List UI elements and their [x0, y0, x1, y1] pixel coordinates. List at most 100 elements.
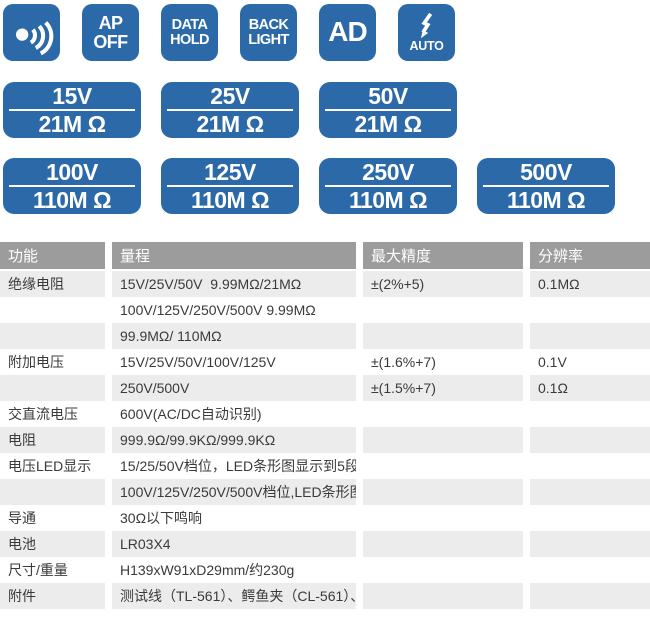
resistance-label: 110M Ω [506, 187, 586, 213]
divider [9, 109, 135, 111]
cell-function: 交直流电压 [0, 401, 105, 427]
table-row: 99.9MΩ/ 110MΩ [0, 323, 650, 349]
cell-accuracy: ±(1.5%+7) [363, 375, 523, 401]
cell-resolution: 0.1Ω [530, 375, 650, 401]
cell-resolution [530, 401, 650, 427]
cell-range: 15V/25V/50V/100V/125V [112, 349, 356, 375]
cell-accuracy [363, 531, 523, 557]
data-hold-label-1: DATA [171, 16, 208, 33]
table-row: 电压LED显示 15/25/50V档位，LED条形图显示到5段 [0, 453, 650, 479]
cell-resolution [530, 427, 650, 453]
table-row: 250V/500V ±(1.5%+7) 0.1Ω [0, 375, 650, 401]
cell-accuracy [363, 297, 523, 323]
voltage-label: 25V [210, 82, 250, 109]
divider [483, 185, 609, 187]
cell-accuracy [363, 505, 523, 531]
feature-badge-row: AP OFF DATA HOLD BACK LIGHT AD AUTO [3, 4, 455, 61]
table-row: 交直流电压 600V(AC/DC自动识别) [0, 401, 650, 427]
range-badge-row-1: 15V 21M Ω 25V 21M Ω 50V 21M Ω [3, 82, 457, 138]
lightning-icon [420, 12, 432, 38]
buzzer-icon [15, 20, 53, 55]
ad-label: AD [328, 16, 367, 48]
cell-function: 导通 [0, 505, 105, 531]
range-badge-row-2: 100V 110M Ω 125V 110M Ω 250V 110M Ω 500V… [3, 158, 615, 214]
cell-resolution [530, 531, 650, 557]
table-row: 附件 测试线（TL-561）、鳄鱼夹（CL-561）、便携盒、说明书 [0, 583, 650, 609]
cell-range: 100V/125V/250V/500V 9.99MΩ [112, 297, 356, 323]
resistance-label: 21M Ω [354, 111, 422, 137]
range-badge-125v: 125V 110M Ω [161, 158, 299, 214]
table-header-row: 功能 量程 最大精度 分辨率 [0, 242, 650, 269]
cell-resolution [530, 479, 650, 505]
cell-function [0, 375, 105, 401]
table-row: 尺寸/重量 H139xW91xD29mm/约230g [0, 557, 650, 583]
cell-range: 测试线（TL-561）、鳄鱼夹（CL-561）、便携盒、说明书 [112, 583, 356, 609]
cell-range: 600V(AC/DC自动识别) [112, 401, 356, 427]
voltage-label: 15V [52, 82, 92, 109]
cell-accuracy [363, 583, 523, 609]
cell-accuracy [363, 557, 523, 583]
table-row: 100V/125V/250V/500V 9.99MΩ [0, 297, 650, 323]
back-light-label-2: LIGHT [248, 31, 289, 48]
cell-range: 999.9Ω/99.9KΩ/999.9KΩ [112, 427, 356, 453]
ap-off-badge: AP OFF [82, 4, 139, 61]
table-row: 100V/125V/250V/500V档位,LED条形图显示到7段 [0, 479, 650, 505]
table-row: 电阻 999.9Ω/99.9KΩ/999.9KΩ [0, 427, 650, 453]
header-accuracy: 最大精度 [363, 242, 523, 269]
cell-function [0, 323, 105, 349]
cell-accuracy: ±(2%+5) [363, 271, 523, 297]
back-light-badge: BACK LIGHT [240, 4, 297, 61]
auto-badge: AUTO [398, 4, 455, 61]
ap-off-label-1: AP [98, 13, 123, 34]
cell-function [0, 297, 105, 323]
voltage-label: 50V [368, 82, 408, 109]
cell-accuracy [363, 479, 523, 505]
cell-accuracy [363, 453, 523, 479]
voltage-label: 125V [204, 158, 256, 185]
buzzer-badge [3, 4, 60, 61]
cell-accuracy [363, 427, 523, 453]
resistance-label: 21M Ω [38, 111, 106, 137]
cell-accuracy [363, 323, 523, 349]
voltage-label: 250V [362, 158, 414, 185]
range-badge-500v: 500V 110M Ω [477, 158, 615, 214]
voltage-label: 500V [520, 158, 572, 185]
cell-function: 绝缘电阻 [0, 271, 105, 297]
data-hold-badge: DATA HOLD [161, 4, 218, 61]
resistance-label: 21M Ω [196, 111, 264, 137]
table-row: 导通 30Ω以下鸣响 [0, 505, 650, 531]
spec-table: 功能 量程 最大精度 分辨率 绝缘电阻 15V/25V/50V 9.99MΩ/2… [0, 242, 650, 609]
auto-label: AUTO [409, 38, 444, 53]
divider [167, 185, 293, 187]
cell-accuracy [363, 401, 523, 427]
header-function: 功能 [0, 242, 105, 269]
cell-accuracy: ±(1.6%+7) [363, 349, 523, 375]
table-row: 绝缘电阻 15V/25V/50V 9.99MΩ/21MΩ ±(2%+5) 0.1… [0, 271, 650, 297]
range-badge-100v: 100V 110M Ω [3, 158, 141, 214]
range-badge-25v: 25V 21M Ω [161, 82, 299, 138]
resistance-label: 110M Ω [348, 187, 428, 213]
header-resolution: 分辨率 [530, 242, 650, 269]
cell-function: 附加电压 [0, 349, 105, 375]
ad-badge: AD [319, 4, 376, 61]
cell-function: 电压LED显示 [0, 453, 105, 479]
cell-range: 15/25/50V档位，LED条形图显示到5段 [112, 453, 356, 479]
cell-resolution [530, 505, 650, 531]
divider [9, 185, 135, 187]
divider [167, 109, 293, 111]
cell-resolution [530, 583, 650, 609]
ap-off-label-2: OFF [93, 31, 128, 52]
range-badge-15v: 15V 21M Ω [3, 82, 141, 138]
cell-function: 附件 [0, 583, 105, 609]
data-hold-label-2: HOLD [170, 31, 209, 48]
cell-resolution [530, 557, 650, 583]
cell-function: 电阻 [0, 427, 105, 453]
cell-resolution [530, 297, 650, 323]
cell-range: 30Ω以下鸣响 [112, 505, 356, 531]
table-row: 电池 LR03X4 [0, 531, 650, 557]
cell-resolution: 0.1V [530, 349, 650, 375]
header-range: 量程 [112, 242, 356, 269]
cell-range: H139xW91xD29mm/约230g [112, 557, 356, 583]
cell-range: 15V/25V/50V 9.99MΩ/21MΩ [112, 271, 356, 297]
cell-range: 99.9MΩ/ 110MΩ [112, 323, 356, 349]
